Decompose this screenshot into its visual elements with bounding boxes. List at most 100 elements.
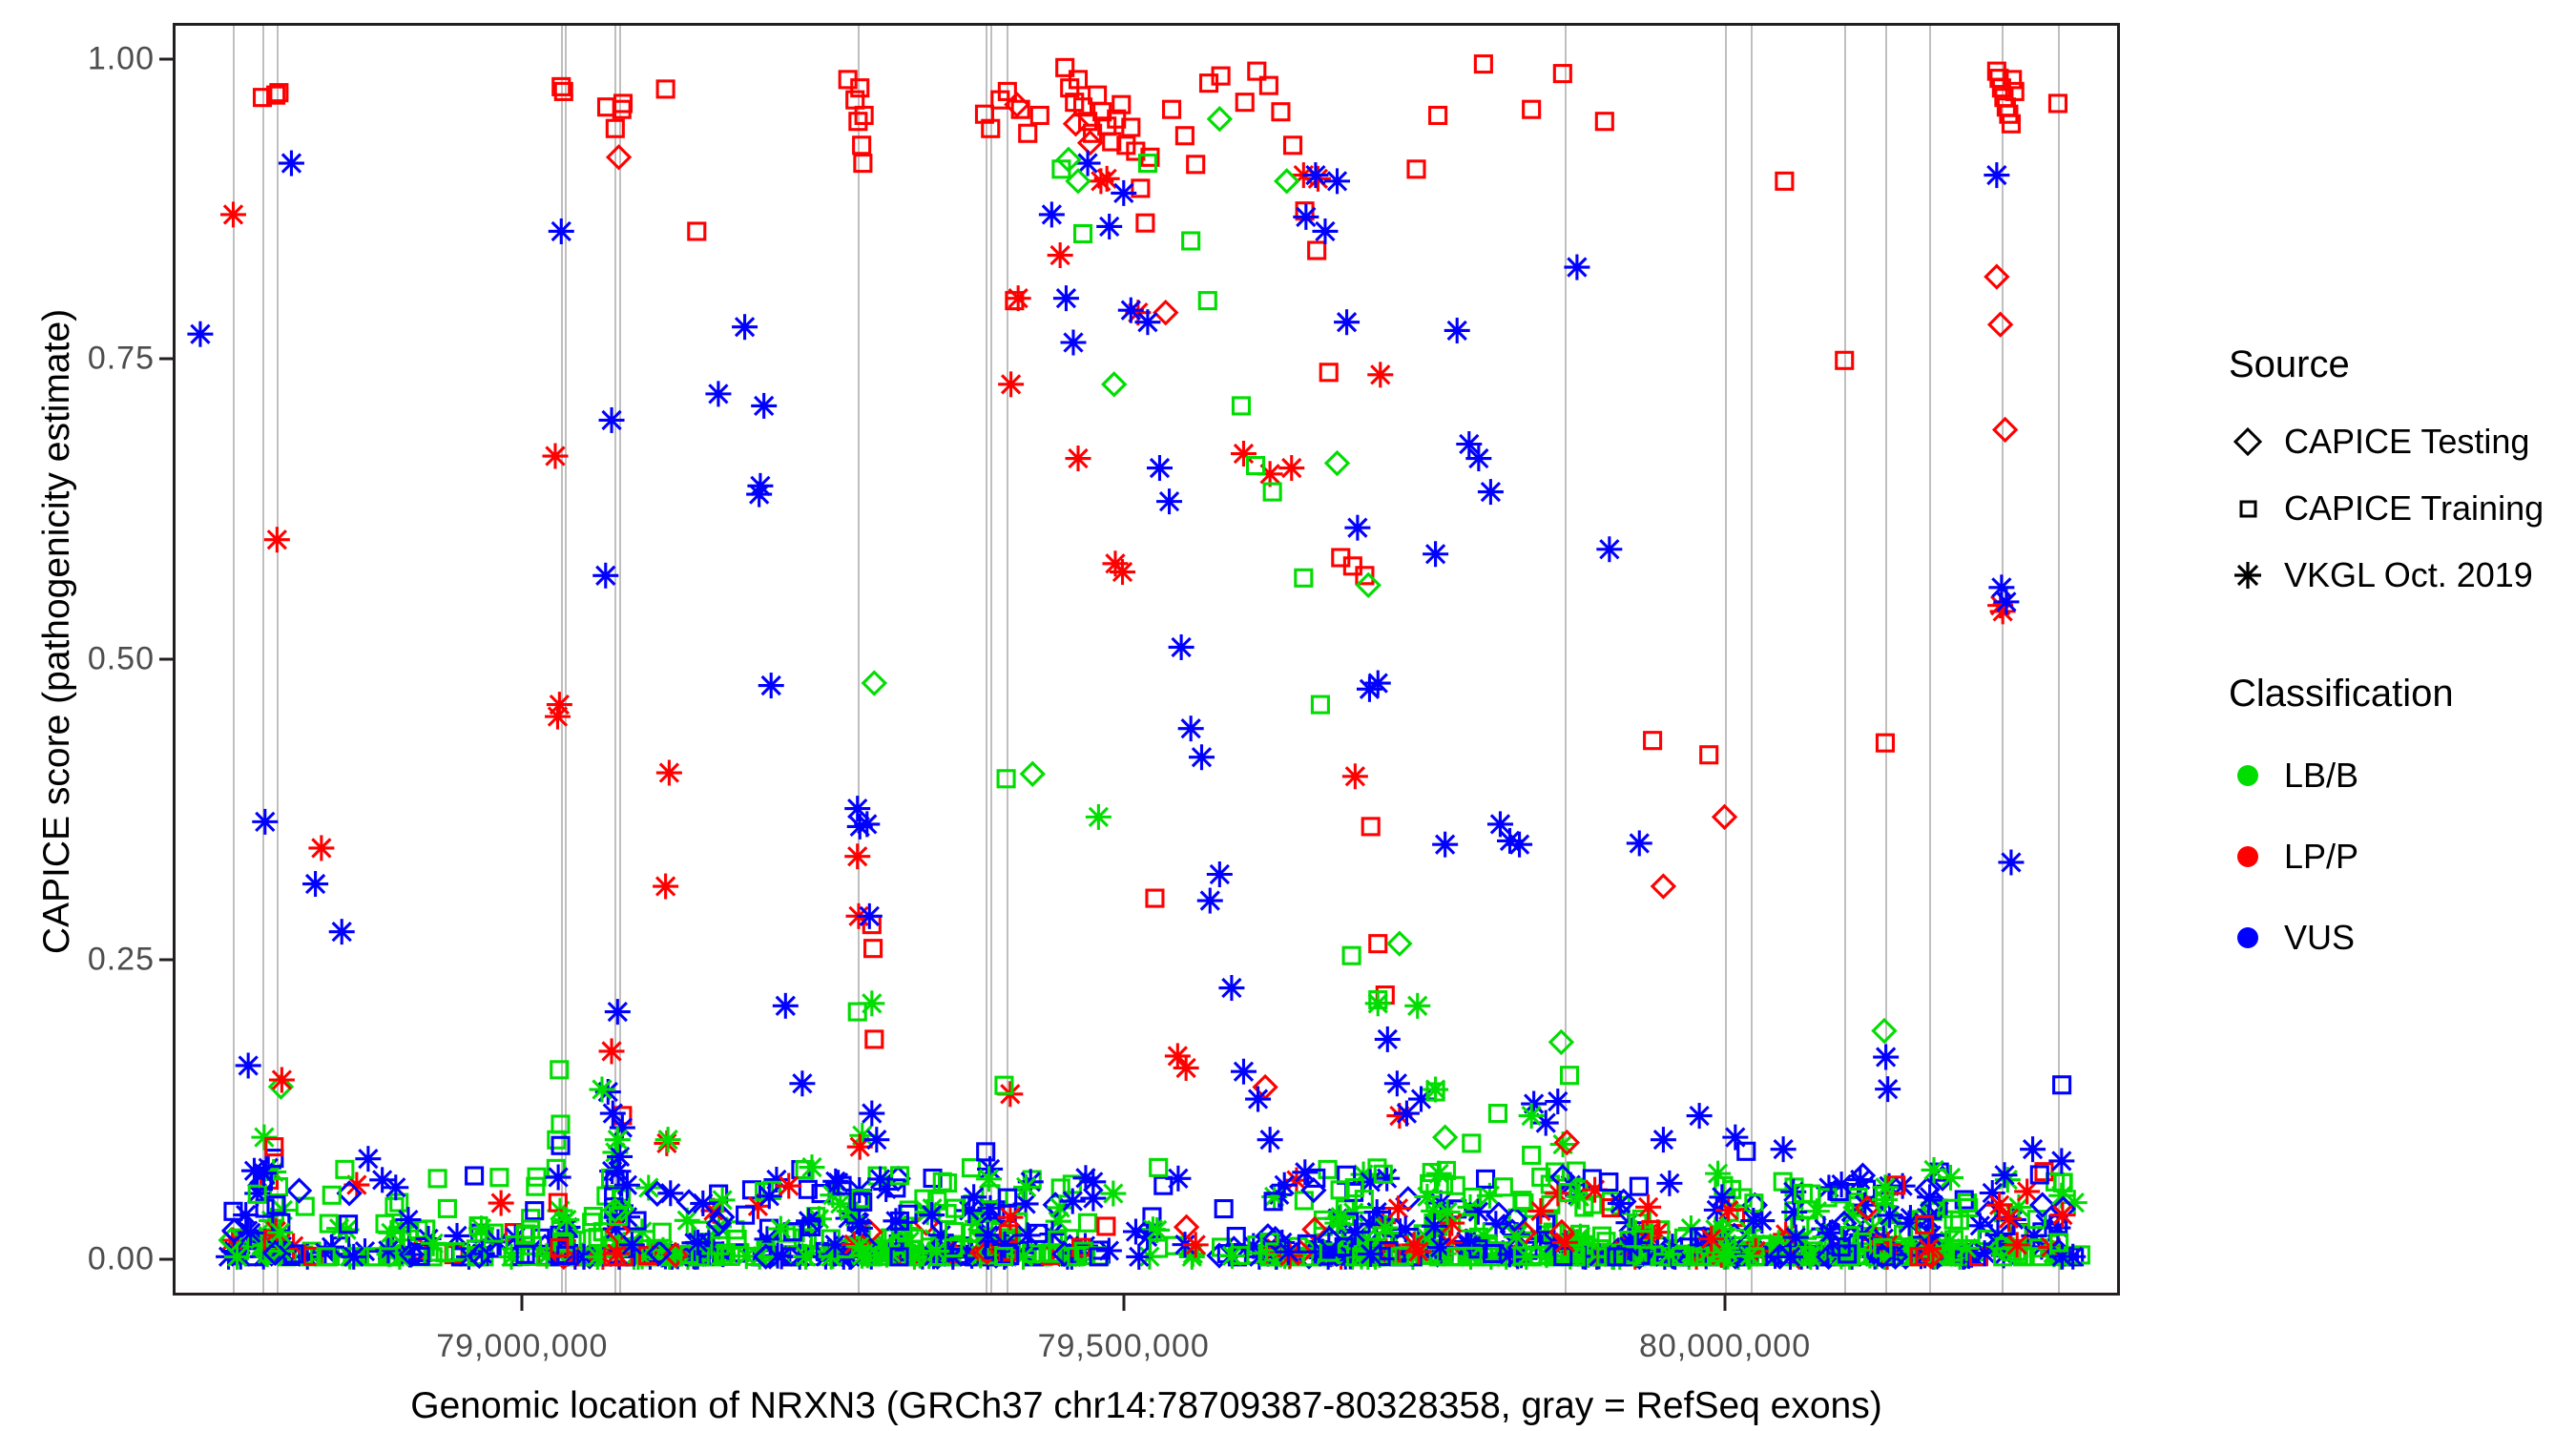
scatter-point (339, 1214, 359, 1234)
scatter-point (1156, 488, 1183, 515)
scatter-point (1650, 873, 1677, 900)
scatter-point (599, 1100, 626, 1127)
scatter-point (2020, 1136, 2046, 1163)
scatter-point (427, 1169, 447, 1189)
scatter-point (845, 90, 865, 110)
y-tick-mark (159, 958, 173, 962)
scatter-point (944, 1237, 964, 1258)
scatter-point (1782, 1224, 1809, 1251)
scatter-point (1262, 1225, 1289, 1253)
scatter-point (1306, 1168, 1326, 1188)
exon-gridline (618, 26, 621, 1293)
legend-entry-capice-testing[interactable]: CAPICE Testing (2212, 415, 2529, 468)
scatter-point (1374, 1165, 1401, 1192)
scatter-point (1361, 817, 1381, 837)
scatter-point (1552, 64, 1572, 84)
scatter-point (1096, 1216, 1116, 1236)
scatter-point (598, 406, 625, 433)
scatter-point (1439, 1210, 1465, 1236)
scatter-point (1367, 362, 1394, 388)
scatter-point (1875, 733, 1896, 753)
scatter-point (945, 1198, 966, 1218)
scatter-point (613, 1172, 640, 1198)
scatter-point (322, 1185, 342, 1205)
scatter-point (1420, 1173, 1440, 1193)
scatter-point (1650, 1127, 1676, 1153)
square-icon (2212, 489, 2284, 528)
scatter-point (1522, 99, 1542, 119)
scatter-point (1126, 141, 1146, 161)
scatter-point (1594, 112, 1614, 132)
scatter-point (1583, 1194, 1603, 1214)
scatter-point (1065, 168, 1091, 195)
scatter-point (1942, 1198, 1962, 1218)
scatter-point (789, 1070, 816, 1097)
scatter-point (319, 1213, 339, 1234)
scatter-point (1218, 975, 1245, 1002)
scatter-point (1374, 1026, 1401, 1052)
scatter-point (1022, 1243, 1042, 1263)
scatter-point (994, 1247, 1014, 1267)
scatter-point (223, 1201, 243, 1221)
scatter-point (1545, 1089, 1571, 1115)
scatter-point (2014, 1178, 2041, 1205)
scatter-point (1218, 1242, 1245, 1269)
scatter-point (1344, 514, 1371, 541)
scatter-point (1168, 633, 1195, 660)
scatter-point (1257, 1127, 1283, 1153)
scatter-point (1699, 745, 1719, 765)
scatter-point (1423, 1076, 1449, 1103)
scatter-point (1065, 446, 1091, 472)
scatter-point (1307, 240, 1327, 260)
scatter-point (1341, 945, 1361, 965)
y-tick-label: 0.75 (87, 340, 155, 377)
x-tick-mark (1723, 1296, 1727, 1311)
scatter-point (1854, 1194, 1880, 1221)
scatter-point (1145, 888, 1165, 908)
scatter-point (1274, 168, 1300, 195)
scatter-point (269, 83, 289, 103)
scatter-point (235, 1052, 261, 1079)
scatter-point (1551, 1229, 1578, 1255)
exon-gridline (986, 26, 988, 1293)
scatter-point (799, 1154, 825, 1181)
scatter-point (604, 1240, 631, 1267)
scatter-point (1473, 54, 1493, 74)
legend-entry-lbb[interactable]: LB/B (2212, 749, 2358, 802)
scatter-point (551, 1243, 577, 1271)
exon-gridline (990, 26, 993, 1293)
scatter-point (1302, 162, 1329, 189)
scatter-point (2048, 1243, 2075, 1270)
legend-entry-vus[interactable]: VUS (2212, 911, 2355, 964)
scatter-point (1282, 135, 1303, 156)
scatter-point (1736, 1242, 1763, 1269)
scatter-point (1072, 223, 1093, 244)
scatter-point (319, 1234, 345, 1260)
legend-entry-capice-training[interactable]: CAPICE Training (2212, 482, 2544, 535)
scatter-point (997, 81, 1017, 101)
scatter-point (919, 1202, 945, 1229)
scatter-point (551, 76, 571, 96)
scatter-point (1483, 1243, 1503, 1264)
scatter-point (1993, 1247, 2013, 1267)
scatter-point (369, 1167, 396, 1193)
y-tick-mark (159, 657, 173, 661)
scatter-point (924, 1238, 950, 1265)
legend-entry-vkgl[interactable]: VKGL Oct. 2019 (2212, 549, 2533, 602)
scatter-point (378, 1219, 405, 1246)
scatter-point (220, 1217, 248, 1244)
scatter-point (1521, 1090, 1548, 1117)
scatter-point (1055, 146, 1082, 174)
scatter-point (1177, 716, 1204, 742)
scatter-point (867, 1166, 894, 1192)
scatter-point (1434, 1198, 1461, 1225)
scatter-point (1330, 1180, 1350, 1200)
scatter-point (889, 1247, 909, 1267)
scatter-point (1401, 1232, 1427, 1258)
scatter-point (1214, 1199, 1234, 1219)
scatter-point (932, 1172, 952, 1192)
scatter-point (607, 1143, 634, 1170)
scatter-point (1197, 291, 1217, 311)
scatter-point (1258, 75, 1278, 95)
legend-entry-lpp[interactable]: LP/P (2212, 830, 2358, 883)
